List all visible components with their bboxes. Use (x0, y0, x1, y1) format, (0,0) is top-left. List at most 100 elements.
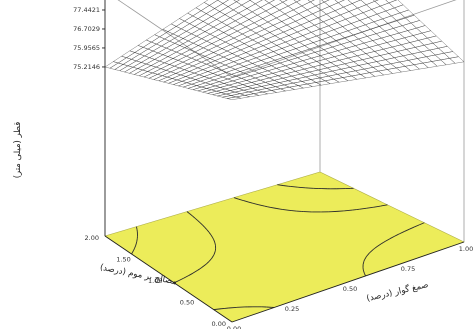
surface-cell (277, 73, 293, 79)
surface-cell (388, 0, 404, 9)
surface-cell (370, 26, 386, 34)
surface-cell (357, 4, 373, 13)
contour-line (213, 308, 222, 311)
surface-cell (218, 25, 233, 33)
surface-cell (337, 48, 353, 55)
surface-cell (297, 54, 312, 61)
x-axis-line (231, 241, 465, 323)
contour-line (385, 238, 391, 242)
surface-cell (407, 27, 423, 36)
contour-line (383, 240, 386, 243)
contour-line (199, 222, 203, 226)
surface-cell (344, 61, 360, 68)
surface-cell (297, 28, 312, 36)
contour-line (399, 231, 405, 235)
surface-cell (263, 73, 279, 79)
surface-cell (307, 0, 315, 3)
surface-cell (315, 1, 330, 11)
surface-cell (336, 19, 352, 27)
surface-cell (377, 69, 394, 76)
surface-cell (274, 84, 290, 89)
surface-cell (272, 21, 288, 29)
surface-cell (216, 14, 231, 23)
surface-cell (298, 9, 313, 18)
contour-line (389, 235, 395, 240)
surface-cell (399, 60, 415, 67)
surface-cell (404, 64, 420, 71)
surface-cell (285, 38, 300, 46)
surface-cell (298, 63, 314, 70)
surface-cell (289, 66, 305, 72)
contour-line (374, 246, 378, 249)
surface-cell (259, 48, 274, 55)
surface-cell (284, 9, 300, 18)
surface-cell (303, 13, 319, 22)
surface-cell (203, 0, 219, 6)
surface-cell (293, 35, 309, 43)
surface-cell (292, 81, 308, 86)
contour-line (283, 185, 289, 187)
surface-cell (306, 82, 322, 87)
surface-cell (415, 45, 431, 53)
surface-cell (283, 28, 298, 36)
surface-cell (264, 25, 279, 33)
surface-cell (309, 69, 324, 76)
surface-cell (257, 10, 272, 19)
surface-cell (365, 51, 381, 58)
surface-cell (340, 11, 355, 20)
contour-line (258, 204, 265, 207)
contour-line (192, 270, 198, 274)
surface-cell (246, 3, 261, 13)
surface-cell (335, 63, 351, 70)
surface-cell (268, 75, 284, 81)
contour-line (197, 220, 201, 224)
surface-cell (320, 6, 336, 15)
surface-cell (305, 74, 321, 80)
surface-cell (279, 60, 295, 66)
surface-cell (372, 65, 388, 72)
surface-cell (248, 42, 264, 50)
contour-line (267, 206, 271, 208)
surface-cell (417, 56, 433, 64)
surface-cell (293, 0, 301, 3)
surface-cell (423, 43, 439, 51)
contour-line (408, 226, 415, 230)
contour-line (210, 258, 213, 260)
y-tick-label: 0.50 (180, 299, 194, 307)
surface-cell (349, 38, 365, 46)
surface-cell (286, 71, 302, 77)
contour-line (208, 258, 212, 263)
surface-cell (347, 55, 363, 62)
surface-cell (255, 29, 271, 37)
contour-line (380, 241, 384, 245)
surface-cell (238, 60, 253, 67)
surface-cell (282, 75, 298, 81)
surface-cell (406, 47, 422, 55)
surface-cell (317, 67, 333, 74)
surface-cell (246, 57, 262, 64)
surface-cell (346, 45, 361, 53)
surface-cell (345, 70, 362, 77)
surface-cell (361, 57, 378, 64)
surface-cell (267, 17, 283, 26)
surface-cell (195, 2, 210, 11)
surface-cell (334, 6, 350, 16)
surface-cell (282, 0, 297, 7)
surface-cell (187, 7, 202, 17)
contour-line (243, 200, 249, 203)
contour-line (194, 217, 198, 221)
surface-cell (298, 38, 314, 46)
surface-cell (434, 53, 450, 61)
contour-line (362, 260, 365, 265)
surface-cell (411, 51, 427, 59)
contour-line (363, 273, 366, 277)
surface-cell (264, 0, 275, 4)
contour-line (366, 252, 370, 257)
surface-cell (340, 67, 356, 73)
surface-cell (409, 40, 425, 48)
x-axis-label: صمغ گوار (درصد) (365, 279, 429, 304)
surface-cell (363, 67, 379, 73)
surface-cell (324, 29, 340, 37)
surface-cell (337, 0, 353, 8)
